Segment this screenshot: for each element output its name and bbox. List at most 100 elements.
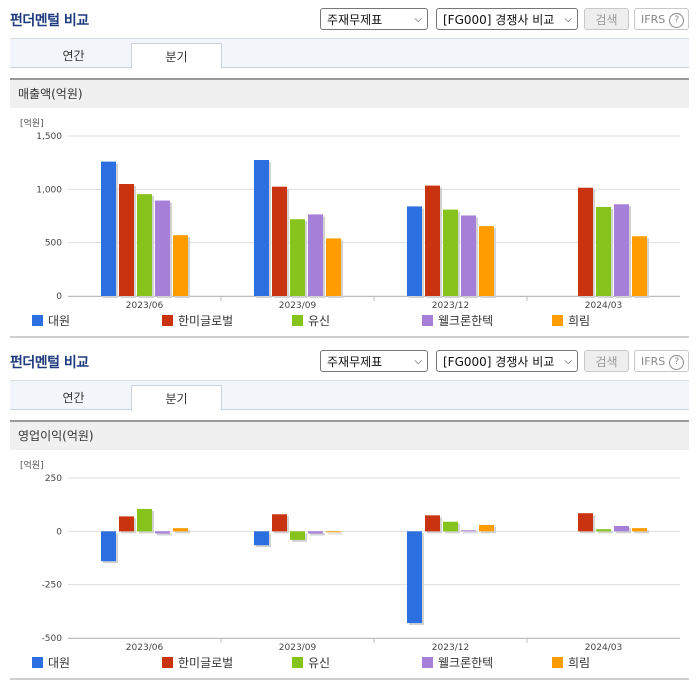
bar-shadow bbox=[157, 533, 172, 536]
bar bbox=[614, 526, 629, 532]
help-icon: ? bbox=[669, 12, 685, 28]
legend-swatch bbox=[162, 657, 173, 668]
tab-annual[interactable]: 연간 bbox=[62, 391, 85, 405]
legend-item: 한미글로벌 bbox=[162, 655, 233, 671]
peer-group-select[interactable]: [FG000] 경쟁사 비교 ⌵ bbox=[436, 350, 578, 372]
legend-swatch bbox=[292, 315, 303, 326]
x-tick-label: 2024/03 bbox=[585, 301, 622, 311]
legend-label: 유신 bbox=[308, 314, 331, 328]
peer-group-value: [FG000] 경쟁사 비교 bbox=[443, 355, 555, 369]
bar bbox=[479, 226, 494, 296]
legend-label: 희림 bbox=[568, 656, 591, 670]
chart-legend: 대원 한미글로벌 유신 웰크론한텍 희림 bbox=[10, 655, 689, 671]
bar bbox=[578, 187, 593, 296]
x-tick-label: 2023/06 bbox=[126, 643, 164, 653]
bar bbox=[308, 214, 323, 296]
bar-shadow bbox=[328, 533, 343, 535]
bar-shadow bbox=[634, 530, 649, 534]
bar-shadow bbox=[463, 532, 478, 534]
legend-item: 희림 bbox=[552, 655, 590, 671]
legend-label: 대원 bbox=[48, 656, 71, 670]
legend-item: 대원 bbox=[32, 313, 70, 329]
bar bbox=[326, 531, 341, 533]
bar bbox=[632, 528, 647, 532]
legend-item: 한미글로벌 bbox=[162, 313, 233, 329]
bar bbox=[254, 531, 269, 546]
bar-shadow bbox=[175, 530, 190, 534]
search-button[interactable]: 검색 bbox=[584, 350, 629, 372]
bar bbox=[137, 508, 152, 532]
legend-swatch bbox=[162, 315, 173, 326]
statement-type-select[interactable]: 주재무제표 ⌵ bbox=[320, 8, 428, 30]
legend-item: 웰크론한텍 bbox=[422, 313, 493, 329]
bar bbox=[443, 209, 458, 296]
x-tick-label: 2023/09 bbox=[279, 643, 317, 653]
bar bbox=[461, 530, 476, 532]
bar bbox=[173, 528, 188, 532]
bar-shadow bbox=[598, 531, 613, 534]
tab-quarterly[interactable]: 분기 bbox=[131, 385, 222, 411]
chevron-down-icon: ⌵ bbox=[564, 356, 572, 367]
bar bbox=[119, 184, 134, 296]
bar bbox=[632, 236, 647, 296]
tab-annual[interactable]: 연간 bbox=[62, 49, 85, 63]
bar bbox=[290, 219, 305, 296]
fundamental-panel-operating-profit: 펀더멘털 비교 주재무제표 ⌵ [FG000] 경쟁사 비교 ⌵ 검색 IFRS… bbox=[0, 342, 696, 684]
sales-bar-chart: [억원] 0 500 1,000 1,500 2023/06 2023/09 2023/12 2… bbox=[20, 117, 680, 311]
tab-quarterly[interactable]: 분기 bbox=[131, 43, 222, 69]
legend-item: 대원 bbox=[32, 655, 70, 671]
bar bbox=[479, 524, 494, 532]
bar bbox=[596, 529, 611, 532]
chart-legend: 대원 한미글로벌 유신 웰크론한텍 희림 bbox=[10, 313, 689, 329]
bar bbox=[155, 531, 170, 534]
legend-item: 웰크론한텍 bbox=[422, 655, 493, 671]
bar bbox=[308, 531, 323, 534]
x-tick-label: 2023/06 bbox=[126, 301, 164, 311]
bar-shadow bbox=[310, 533, 325, 536]
bar bbox=[272, 514, 287, 532]
bar bbox=[407, 531, 422, 624]
metric-title: 영업이익(억원) bbox=[10, 420, 689, 450]
panel-divider bbox=[10, 678, 689, 680]
ifrs-button[interactable]: IFRS? bbox=[634, 350, 689, 372]
bar bbox=[290, 531, 305, 540]
y-tick-label: 500 bbox=[45, 239, 62, 249]
legend-swatch bbox=[32, 315, 43, 326]
bar bbox=[326, 238, 341, 296]
chevron-down-icon: ⌵ bbox=[414, 356, 422, 367]
legend-label: 대원 bbox=[48, 314, 71, 328]
statement-type-value: 주재무제표 bbox=[327, 13, 383, 27]
x-tick-label: 2023/12 bbox=[432, 643, 469, 653]
bar bbox=[101, 531, 116, 562]
unit-label: [억원] bbox=[20, 459, 44, 471]
legend-swatch bbox=[422, 657, 433, 668]
legend-swatch bbox=[32, 657, 43, 668]
bar bbox=[578, 513, 593, 532]
fundamental-panel-sales: 펀더멘털 비교 주재무제표 ⌵ [FG000] 경쟁사 비교 ⌵ 검색 IFRS… bbox=[0, 0, 696, 340]
legend-item: 유신 bbox=[292, 313, 330, 329]
bar bbox=[425, 185, 440, 296]
bar bbox=[425, 515, 440, 532]
peer-group-select[interactable]: [FG000] 경쟁사 비교 ⌵ bbox=[436, 8, 578, 30]
unit-label: [억원] bbox=[20, 117, 44, 129]
metric-title: 매출액(억원) bbox=[10, 78, 689, 108]
chevron-down-icon: ⌵ bbox=[414, 14, 422, 25]
period-tabs: 연간 분기 bbox=[10, 380, 689, 411]
y-tick-label: 0 bbox=[56, 292, 62, 302]
bar bbox=[137, 194, 152, 296]
y-tick-label: 250 bbox=[45, 474, 62, 484]
ifrs-button[interactable]: IFRS? bbox=[634, 8, 689, 30]
y-tick-label: 1,000 bbox=[36, 185, 62, 195]
y-tick-label: 1,500 bbox=[36, 132, 62, 142]
x-tick-label: 2024/03 bbox=[585, 643, 622, 653]
bar bbox=[596, 206, 611, 296]
statement-type-select[interactable]: 주재무제표 ⌵ bbox=[320, 350, 428, 372]
bar bbox=[443, 521, 458, 532]
statement-type-value: 주재무제표 bbox=[327, 355, 383, 369]
search-button[interactable]: 검색 bbox=[584, 8, 629, 30]
y-tick-label: -250 bbox=[42, 581, 63, 591]
y-tick-label: 0 bbox=[56, 527, 62, 537]
bar bbox=[272, 186, 287, 296]
legend-label: 희림 bbox=[568, 314, 591, 328]
bar bbox=[155, 200, 170, 296]
